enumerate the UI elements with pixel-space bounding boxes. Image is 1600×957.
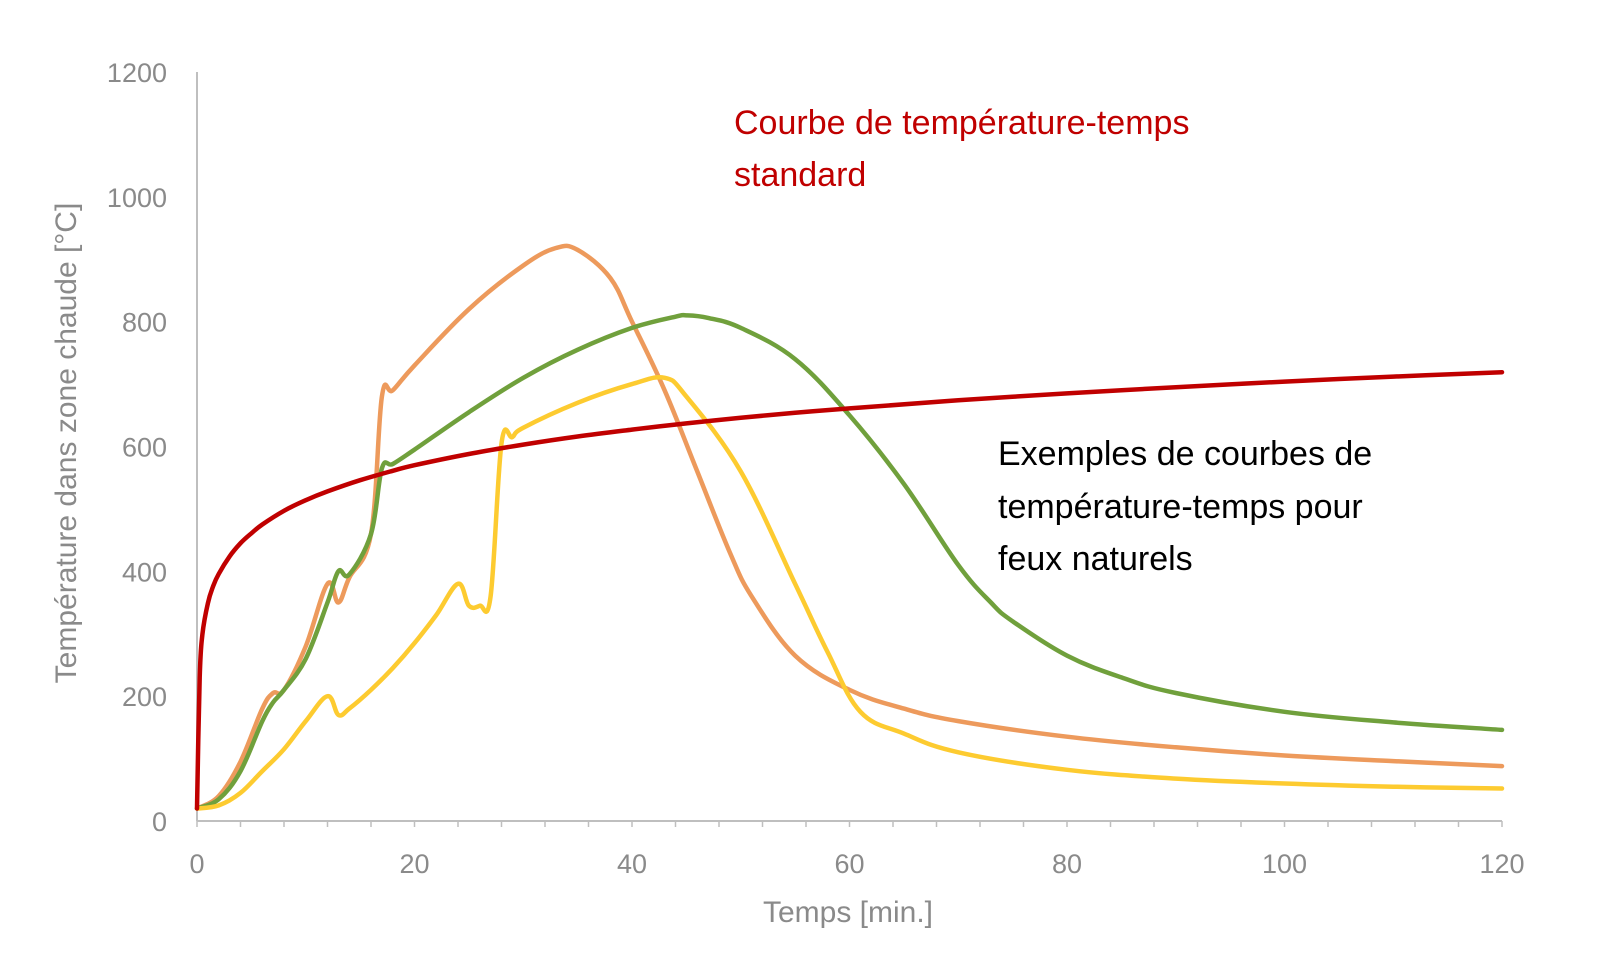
x-tick-label: 100 xyxy=(1262,849,1307,879)
y-tick-label: 0 xyxy=(152,807,167,837)
y-axis-title: Température dans zone chaude [°C] xyxy=(50,203,83,684)
y-tick-label: 800 xyxy=(122,308,167,338)
series-layer xyxy=(194,243,1505,811)
y-tick-label: 1000 xyxy=(107,183,167,213)
y-tick-label: 200 xyxy=(122,682,167,712)
natural-fire-annotation-line-3: feux naturels xyxy=(998,540,1193,578)
series-line-0 xyxy=(194,369,1505,811)
x-tick-label: 40 xyxy=(617,849,647,879)
series-line-1 xyxy=(194,243,1505,811)
y-tick-label: 1200 xyxy=(107,58,167,88)
x-axis-title: Temps [min.] xyxy=(763,896,933,929)
y-tick-label: 600 xyxy=(122,433,167,463)
x-tick-label: 80 xyxy=(1052,849,1082,879)
series-line-3 xyxy=(194,374,1505,811)
x-tick-label: 120 xyxy=(1479,849,1524,879)
x-tick-label: 0 xyxy=(189,849,204,879)
x-tick-label: 60 xyxy=(834,849,864,879)
natural-fire-annotation-line-2: température-temps pour xyxy=(998,488,1363,526)
x-tick-label: 20 xyxy=(399,849,429,879)
y-tick-label: 400 xyxy=(122,557,167,587)
standard-curve-annotation-line-1: Courbe de température-temps xyxy=(734,104,1189,142)
axes xyxy=(196,72,1503,827)
series-line-2 xyxy=(194,312,1505,811)
natural-fire-annotation-line-1: Exemples de courbes de xyxy=(998,435,1372,473)
standard-curve-annotation-line-2: standard xyxy=(734,156,866,194)
